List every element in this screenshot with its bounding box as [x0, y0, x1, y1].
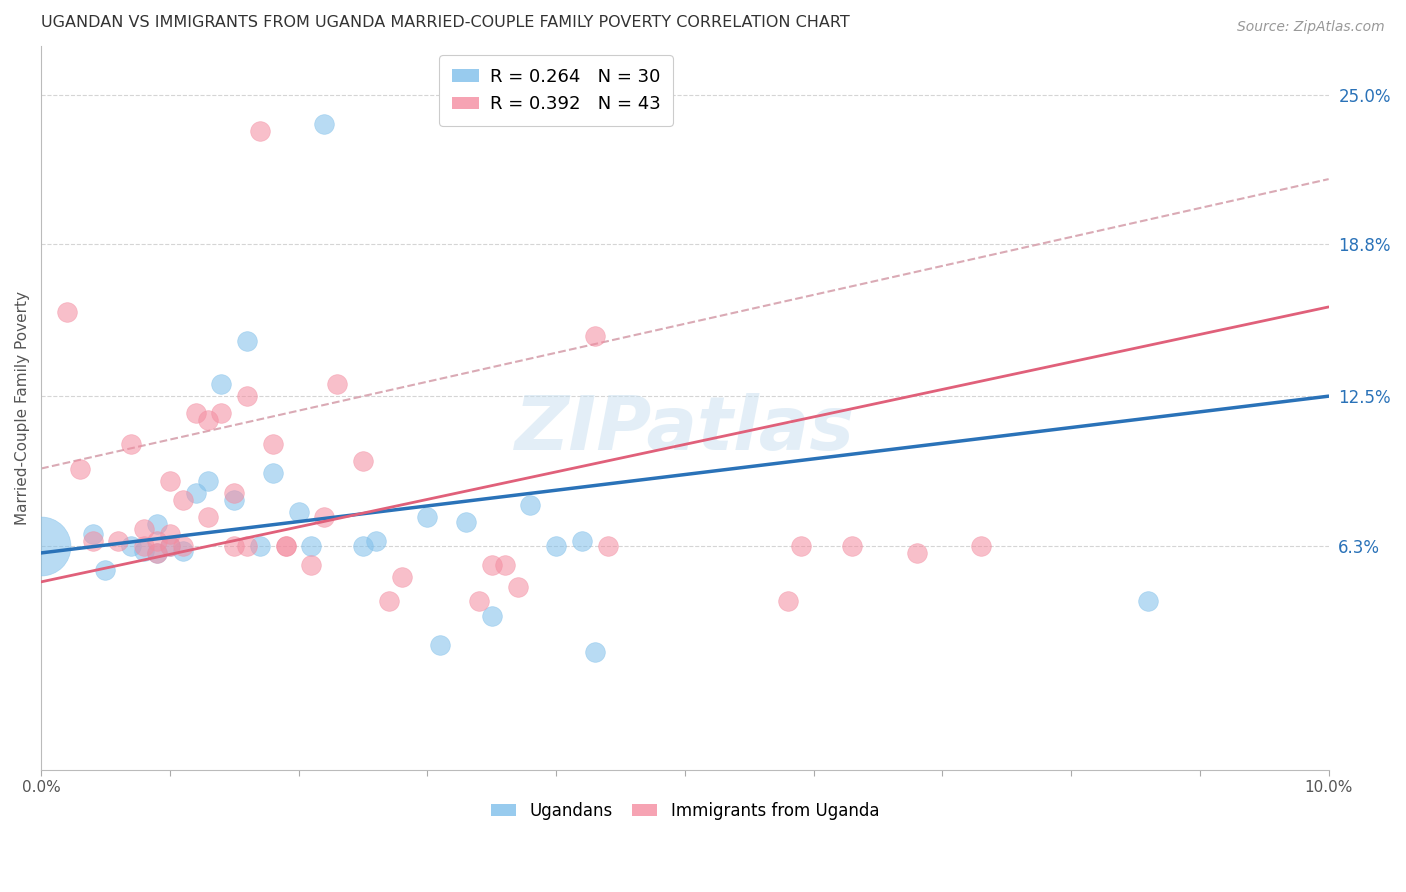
Point	[197, 474, 219, 488]
Point	[1137, 594, 1160, 608]
Point	[274, 539, 297, 553]
Point	[583, 329, 606, 343]
Point	[224, 539, 246, 553]
Text: ZIPatlas: ZIPatlas	[515, 393, 855, 467]
Point	[364, 533, 387, 548]
Point	[224, 485, 246, 500]
Point	[481, 558, 503, 572]
Point	[146, 546, 169, 560]
Point	[159, 526, 181, 541]
Point	[120, 437, 142, 451]
Point	[209, 377, 232, 392]
Point	[519, 498, 541, 512]
Point	[506, 580, 529, 594]
Point	[377, 594, 399, 608]
Point	[287, 505, 309, 519]
Point	[56, 304, 79, 318]
Point	[146, 516, 169, 531]
Point	[454, 515, 477, 529]
Point	[249, 539, 271, 553]
Point	[352, 454, 374, 468]
Point	[184, 485, 207, 500]
Point	[132, 543, 155, 558]
Point	[236, 539, 259, 553]
Point	[790, 539, 813, 553]
Point	[314, 117, 336, 131]
Point	[274, 539, 297, 553]
Legend: Ugandans, Immigrants from Uganda: Ugandans, Immigrants from Uganda	[484, 796, 886, 827]
Point	[82, 533, 104, 548]
Point	[146, 533, 169, 548]
Point	[596, 539, 619, 553]
Point	[571, 533, 593, 548]
Point	[468, 594, 491, 608]
Point	[132, 539, 155, 553]
Point	[776, 594, 799, 608]
Point	[82, 526, 104, 541]
Point	[107, 533, 129, 548]
Point	[172, 543, 194, 558]
Point	[249, 124, 271, 138]
Point	[970, 539, 993, 553]
Point	[301, 558, 323, 572]
Point	[94, 563, 117, 577]
Point	[481, 608, 503, 623]
Point	[841, 539, 863, 553]
Text: Source: ZipAtlas.com: Source: ZipAtlas.com	[1237, 20, 1385, 34]
Point	[209, 406, 232, 420]
Point	[184, 406, 207, 420]
Point	[905, 546, 928, 560]
Point	[429, 638, 451, 652]
Point	[326, 377, 349, 392]
Point	[159, 539, 181, 553]
Point	[262, 467, 284, 481]
Point	[236, 334, 259, 348]
Point	[132, 522, 155, 536]
Point	[197, 509, 219, 524]
Point	[159, 474, 181, 488]
Point	[224, 492, 246, 507]
Point	[69, 461, 91, 475]
Point	[314, 509, 336, 524]
Point	[391, 570, 413, 584]
Point	[583, 645, 606, 659]
Point	[262, 437, 284, 451]
Y-axis label: Married-Couple Family Poverty: Married-Couple Family Poverty	[15, 291, 30, 525]
Point	[146, 546, 169, 560]
Point	[197, 413, 219, 427]
Point	[236, 389, 259, 403]
Point	[301, 539, 323, 553]
Point	[494, 558, 516, 572]
Point	[159, 539, 181, 553]
Point	[416, 509, 439, 524]
Text: UGANDAN VS IMMIGRANTS FROM UGANDA MARRIED-COUPLE FAMILY POVERTY CORRELATION CHAR: UGANDAN VS IMMIGRANTS FROM UGANDA MARRIE…	[41, 15, 849, 30]
Point	[172, 492, 194, 507]
Point	[546, 539, 568, 553]
Point	[172, 539, 194, 553]
Point	[30, 539, 52, 553]
Point	[120, 539, 142, 553]
Point	[352, 539, 374, 553]
